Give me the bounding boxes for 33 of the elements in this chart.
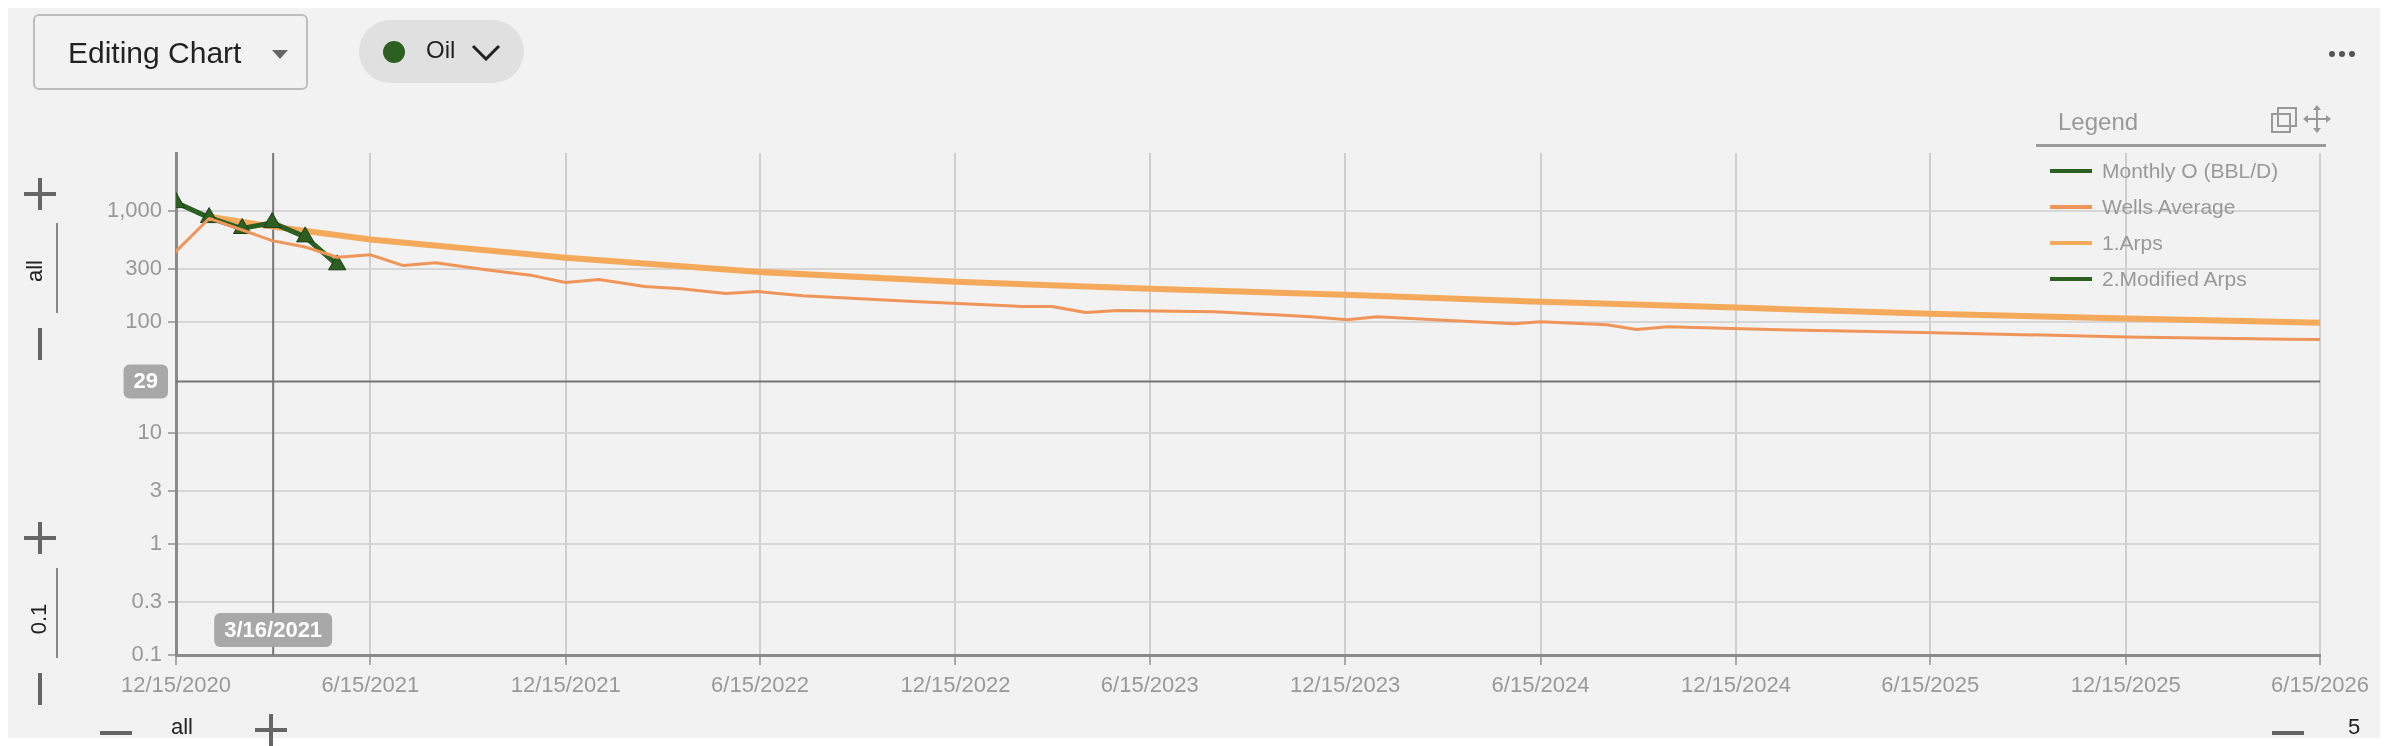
legend-label: Monthly O (BBL/D) <box>2102 159 2279 183</box>
text: Oil <box>426 36 456 63</box>
legend-label: 1.Arps <box>2102 231 2163 255</box>
legend-title: Legend <box>2058 108 2139 136</box>
text: 0.1 <box>26 603 52 635</box>
x-tick-label: 12/15/2020 <box>120 672 232 698</box>
y-tick-label: 1 <box>149 529 162 555</box>
x-tick-label: 6/15/2022 <box>711 672 809 698</box>
x-tick-label: 12/15/2024 <box>1680 672 1792 698</box>
x-tick-label: 12/15/2023 <box>1290 672 1401 698</box>
text: all <box>171 714 194 739</box>
x-tick-label: 6/15/2026 <box>2271 672 2369 698</box>
y-tick-label: 100 <box>125 307 162 333</box>
text: 5 <box>2348 714 2361 739</box>
x-tick-label: 6/15/2021 <box>321 672 420 698</box>
x-tick-label: 12/15/2022 <box>900 672 1011 698</box>
ref-line-label: 3/16/2021 <box>224 617 323 643</box>
legend-label: 2.Modified Arps <box>2102 267 2247 291</box>
y-tick-label: 300 <box>125 254 162 280</box>
x-tick-label: 12/15/2025 <box>2070 672 2181 698</box>
y-tick-label: 10 <box>137 418 162 444</box>
x-tick-label: 6/15/2025 <box>1881 672 1980 698</box>
y-tick-label: 1,000 <box>106 196 162 222</box>
x-tick-label: 6/15/2024 <box>1491 672 1590 698</box>
text: all <box>22 259 48 283</box>
ref-line-label: 29 <box>133 368 159 394</box>
y-tick-label: 0.3 <box>131 588 162 614</box>
y-tick-label: 3 <box>149 476 162 502</box>
x-tick-label: 6/15/2023 <box>1100 672 1199 698</box>
y-tick-label: 0.1 <box>131 641 162 667</box>
x-tick-label: 12/15/2021 <box>510 672 621 698</box>
legend-label: Wells Average <box>2102 195 2236 219</box>
text: Editing Chart <box>68 36 242 69</box>
